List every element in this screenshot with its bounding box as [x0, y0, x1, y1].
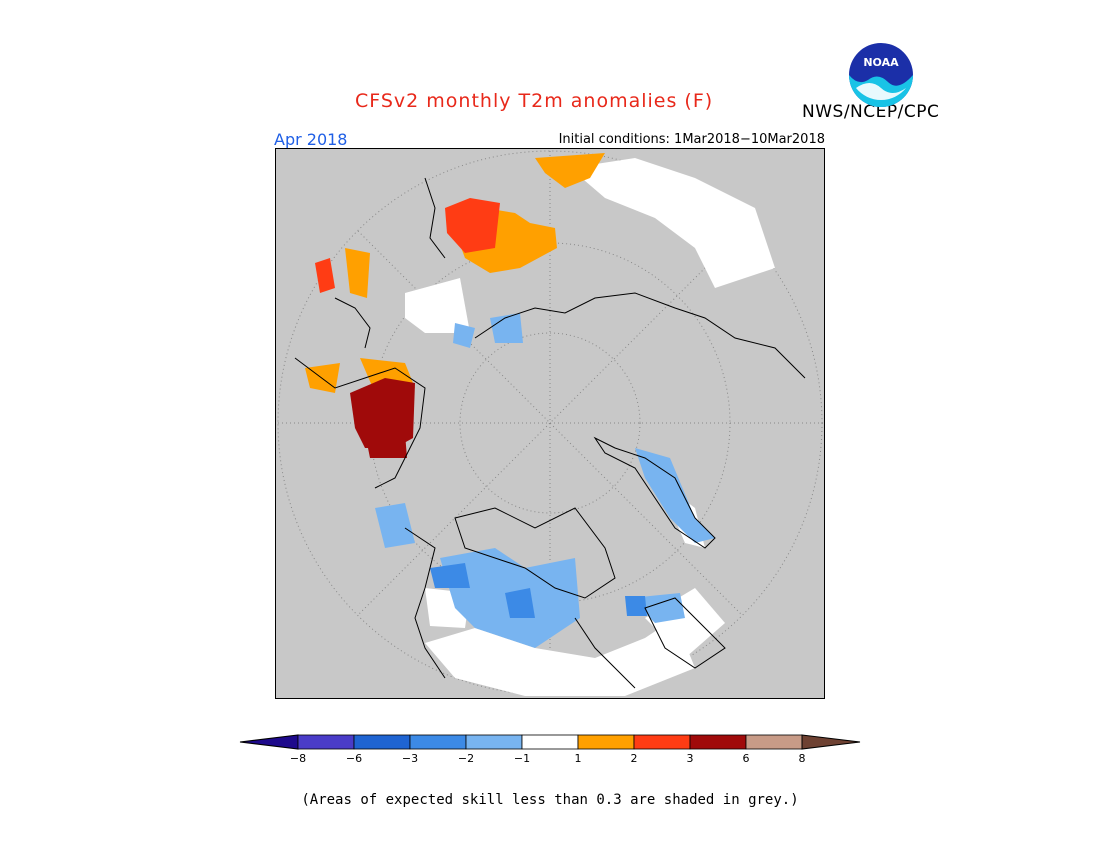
valid-month: Apr 2018: [274, 130, 348, 149]
legend-arrow-high: [801, 734, 861, 750]
legend-tick-label: 8: [799, 752, 806, 765]
anomaly-red: [315, 198, 500, 293]
anomaly-medium-blue: [430, 563, 647, 618]
legend-swatch: [521, 734, 579, 750]
map-title: CFSv2 monthly T2m anomalies (F): [355, 90, 714, 112]
legend-tick-label: 1: [575, 752, 582, 765]
legend-tick-label: −2: [458, 752, 474, 765]
legend-swatch: [353, 734, 411, 750]
legend-tick-label: −3: [402, 752, 418, 765]
legend-swatch: [689, 734, 747, 750]
legend-arrow-low: [239, 734, 299, 750]
meridian-line: [357, 230, 743, 616]
legend-swatch: [297, 734, 355, 750]
initial-conditions: Initial conditions: 1Mar2018−10Mar2018: [558, 132, 825, 147]
polar-map: [275, 148, 825, 699]
legend-swatch: [465, 734, 523, 750]
legend-tick-label: −6: [346, 752, 362, 765]
legend-tick-label: 2: [631, 752, 638, 765]
noaa-logo-text: NOAA: [863, 56, 899, 69]
legend-swatch: [745, 734, 803, 750]
legend-swatch: [409, 734, 467, 750]
coastlines: [294, 177, 806, 689]
agency-label: NWS/NCEP/CPC: [802, 102, 940, 122]
color-legend: −8 −6 −3 −2 −1 1 2 3 6 8: [239, 734, 861, 765]
meridian-line: [357, 230, 743, 616]
legend-tick-label: −1: [514, 752, 530, 765]
legend-tick-label: 3: [687, 752, 694, 765]
legend-tick-label: 6: [743, 752, 750, 765]
legend-tick-label: −8: [290, 752, 306, 765]
latitude-circle: [459, 332, 641, 514]
legend-swatch: [577, 734, 635, 750]
anomaly-near-zero: [405, 158, 775, 696]
noaa-logo: NOAA: [849, 43, 913, 107]
legend-swatch: [633, 734, 691, 750]
skill-footnote: (Areas of expected skill less than 0.3 a…: [301, 792, 799, 808]
anomaly-dark-red: [350, 378, 415, 458]
